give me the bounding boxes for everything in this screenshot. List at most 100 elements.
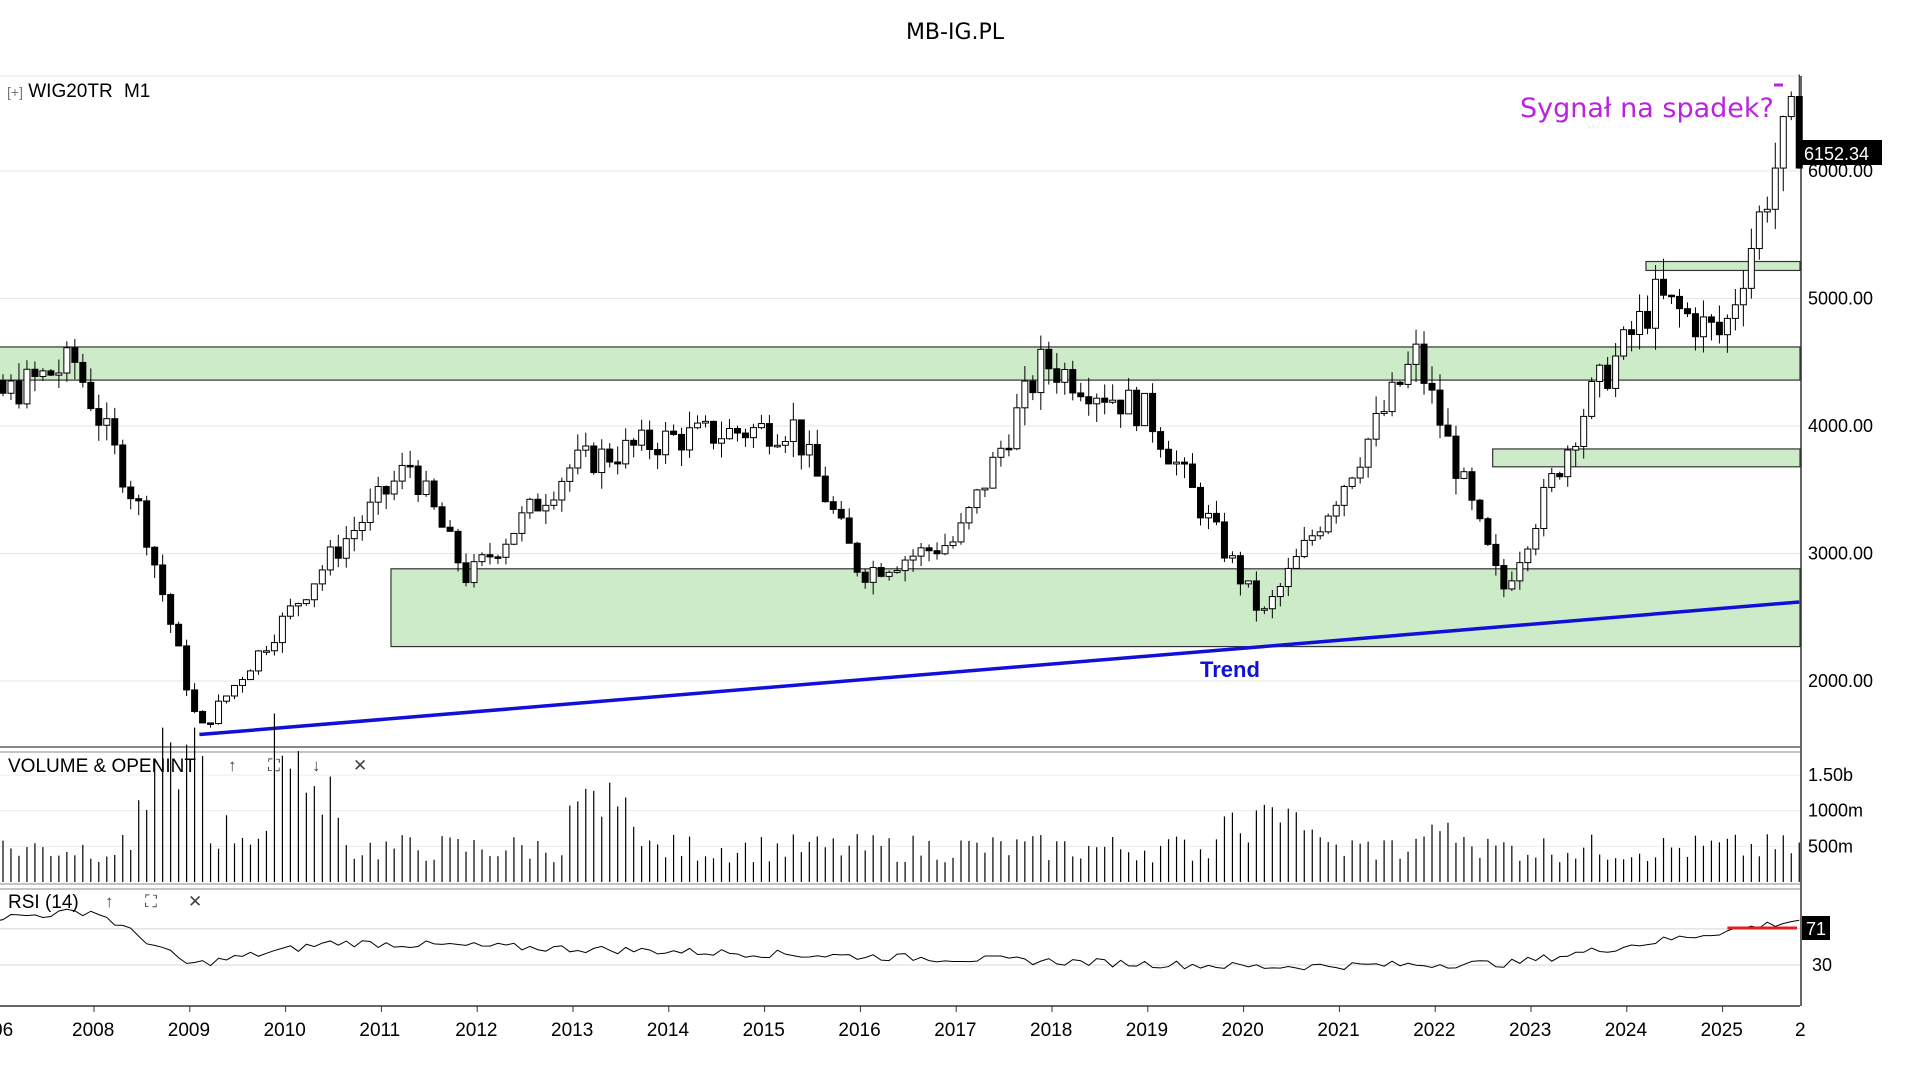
candle-body bbox=[1141, 392, 1149, 427]
candle-body bbox=[909, 555, 917, 561]
volume-maximize-icon[interactable]: ⛶ bbox=[268, 756, 280, 775]
candle-body bbox=[135, 498, 143, 502]
candle-body bbox=[55, 372, 63, 376]
candle-body bbox=[1540, 486, 1548, 530]
candlestick-series bbox=[0, 74, 1803, 728]
candle-body bbox=[334, 546, 342, 559]
candle-body bbox=[1404, 363, 1412, 385]
candle-body bbox=[638, 429, 646, 446]
candle-body bbox=[87, 381, 95, 410]
candle-body bbox=[382, 486, 390, 495]
candle-body bbox=[1348, 477, 1356, 487]
candle-body bbox=[869, 567, 877, 583]
candle-body bbox=[749, 427, 757, 439]
candle-body bbox=[254, 650, 262, 672]
candle-body bbox=[95, 408, 103, 426]
candle-body bbox=[1476, 499, 1484, 520]
candle-body bbox=[1436, 389, 1444, 426]
candle-body bbox=[957, 522, 965, 543]
candle-body bbox=[278, 615, 286, 644]
rsi-close-icon[interactable]: ✕ bbox=[188, 892, 203, 911]
candle-body bbox=[1516, 562, 1524, 582]
candle-body bbox=[1157, 431, 1165, 450]
trendline-path bbox=[199, 600, 1800, 737]
price-tick-label: 4000.00 bbox=[1808, 416, 1873, 436]
candle-body bbox=[829, 501, 837, 510]
candle-body bbox=[302, 599, 310, 605]
time-tick-label: 2011 bbox=[359, 1020, 400, 1041]
axis-labels: 2000.00 3000.00 4000.00 5000.00 6000.00 1.50b… bbox=[0, 161, 1873, 1041]
candle-body bbox=[1795, 96, 1803, 169]
candle-body bbox=[1755, 211, 1763, 250]
candle-body bbox=[1364, 438, 1372, 468]
candle-body bbox=[710, 420, 718, 444]
candle-body bbox=[39, 370, 47, 377]
candle-body bbox=[1053, 368, 1061, 383]
candle-body bbox=[31, 368, 39, 377]
candle-body bbox=[1500, 565, 1508, 590]
candle-body bbox=[151, 546, 159, 566]
volume-tick-label: 500m bbox=[1808, 836, 1853, 856]
candle-body bbox=[183, 645, 191, 691]
candle-body bbox=[1212, 512, 1220, 523]
rsi-maximize-icon[interactable]: ⛶ bbox=[145, 892, 157, 911]
candle-body bbox=[1236, 555, 1244, 585]
candle-body bbox=[789, 419, 797, 442]
candle-body bbox=[797, 419, 805, 456]
candle-body bbox=[1763, 208, 1771, 213]
volume-move-up-icon[interactable]: ↑ bbox=[228, 756, 237, 775]
candle-body bbox=[997, 447, 1005, 458]
candle-body bbox=[1388, 381, 1396, 413]
time-tick-label: 2023 bbox=[1509, 1020, 1551, 1041]
candle-body bbox=[1556, 473, 1564, 478]
time-tick-label: 2014 bbox=[647, 1020, 690, 1041]
candle-body bbox=[1228, 555, 1236, 559]
candle-body bbox=[63, 347, 71, 374]
candle-body bbox=[1580, 415, 1588, 447]
candle-body bbox=[310, 583, 318, 601]
rsi-move-up-icon[interactable]: ↑ bbox=[105, 892, 114, 911]
candle-body bbox=[79, 361, 87, 383]
candle-body bbox=[1093, 397, 1101, 405]
candle-body bbox=[422, 480, 430, 495]
candle-body bbox=[119, 444, 127, 488]
resistance-zone bbox=[0, 346, 1801, 381]
candle-body bbox=[877, 567, 885, 577]
candle-body bbox=[1109, 399, 1117, 403]
candle-body bbox=[1660, 278, 1668, 296]
candle-body bbox=[686, 427, 694, 451]
candle-body bbox=[717, 438, 725, 444]
time-tick-label: 2012 bbox=[455, 1020, 497, 1041]
candle-body bbox=[1452, 435, 1460, 479]
candle-body bbox=[159, 564, 167, 596]
candle-body bbox=[326, 546, 334, 571]
candle-body bbox=[1069, 369, 1077, 394]
candle-body bbox=[1683, 308, 1691, 315]
candle-body bbox=[1484, 518, 1492, 545]
time-tick-label: 2015 bbox=[743, 1020, 785, 1041]
expand-icon[interactable]: [+] bbox=[7, 84, 23, 100]
candle-body bbox=[270, 642, 278, 652]
volume-pane-title: VOLUME & OPENINT bbox=[8, 756, 196, 777]
candle-body bbox=[1779, 116, 1787, 169]
candle-body bbox=[1747, 248, 1755, 289]
volume-close-icon[interactable]: ✕ bbox=[353, 756, 368, 775]
time-tick-label: 2025 bbox=[1701, 1020, 1743, 1041]
candle-body bbox=[893, 570, 901, 573]
price-tick-label: 6000.00 bbox=[1808, 161, 1873, 181]
candle-body bbox=[454, 530, 462, 564]
time-tick-label: 2016 bbox=[838, 1020, 880, 1041]
candle-body bbox=[1085, 396, 1093, 405]
candle-body bbox=[1492, 543, 1500, 567]
candle-body bbox=[1380, 411, 1388, 414]
candle-body bbox=[175, 623, 183, 647]
volume-move-down-icon[interactable]: ↓ bbox=[312, 756, 321, 775]
candle-body bbox=[1252, 580, 1260, 611]
candle-body bbox=[1276, 586, 1284, 598]
candle-body bbox=[741, 432, 749, 439]
candle-body bbox=[1181, 461, 1189, 465]
candle-body bbox=[733, 428, 741, 434]
candle-body bbox=[1508, 580, 1516, 590]
candle-body bbox=[127, 486, 135, 500]
